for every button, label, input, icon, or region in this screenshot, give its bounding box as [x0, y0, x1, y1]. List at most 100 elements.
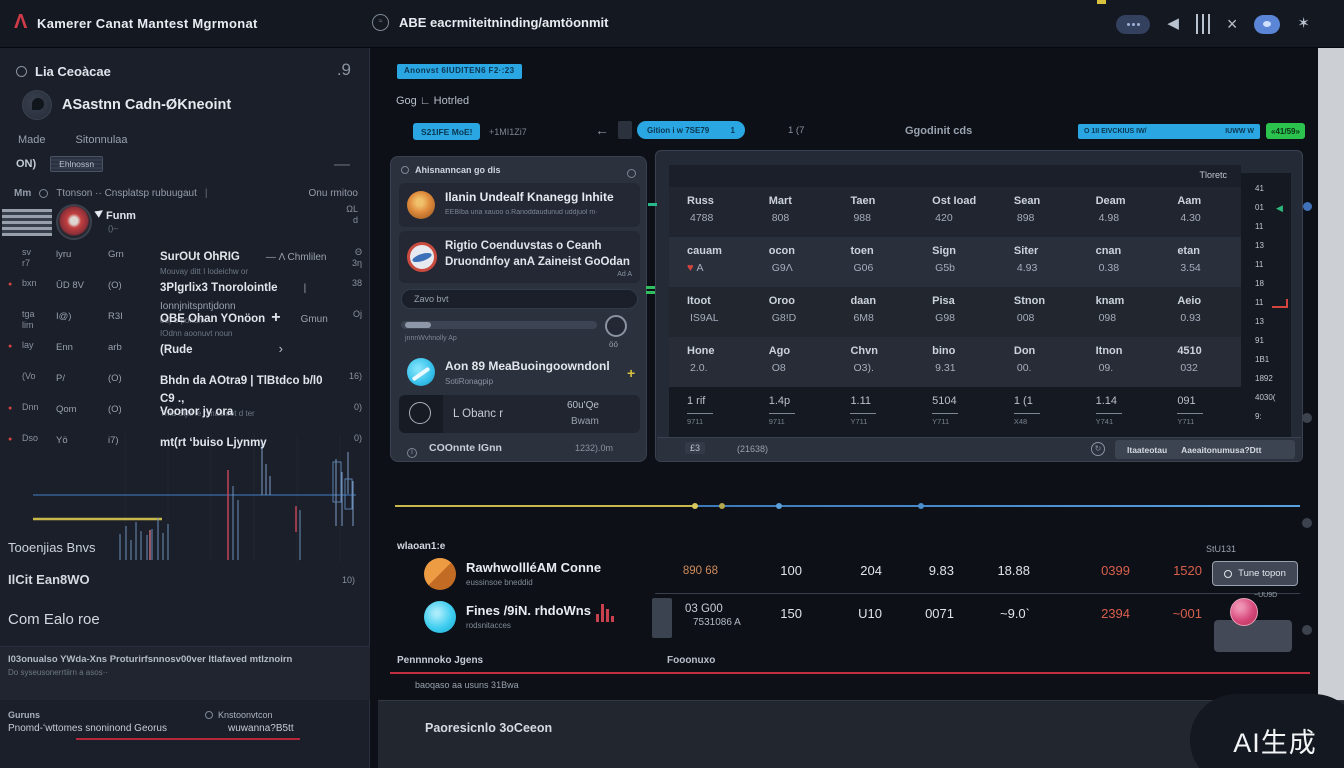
stat-cell: Oroo G8!D [768, 295, 797, 324]
slider-thumb[interactable] [405, 322, 431, 328]
unread-dot-icon: ● [8, 281, 13, 288]
table-row[interactable]: cauam ♥ A ocon G9Λ toen G06 Sign G5b Siter 4.93 cna… [669, 237, 1241, 287]
plus-icon[interactable]: + [271, 309, 281, 326]
coin-row[interactable]: Fines /9iN. rhdoWns rodsnitacces 03 G00 … [390, 592, 1310, 652]
row-icon-a: I@) [56, 311, 72, 322]
record-count: (21638) [737, 444, 769, 454]
footer-link-right[interactable]: wuwanna?B5tt [228, 723, 294, 734]
filter-chip[interactable]: Ehlnossn [50, 156, 104, 172]
columns-icon[interactable] [1195, 14, 1210, 34]
stat-cell: cauam ♥ A [687, 245, 722, 274]
sidebar-list-item[interactable]: tga lim I@) R3I OBE Ohan YOnöon + Gmun IOdn… [0, 306, 370, 338]
coin-avatar-cyan-icon [424, 601, 456, 633]
row-gutter-label: tga lim [22, 309, 35, 330]
table-row[interactable]: Itoot IS9AL Oroo G8!D daan 6M8 Pisa G98 Stnon 008… [669, 287, 1241, 337]
progress-bar-button[interactable]: O 1II EIVCKIUS IW/IUWW W [1078, 124, 1260, 139]
footer-button-2[interactable]: Aaeaitonumusa?Dtt [1181, 444, 1262, 455]
back-icon[interactable]: ◀ [1167, 15, 1179, 32]
alert-circle-button[interactable] [1230, 598, 1258, 626]
search-input[interactable]: Zavo bvt [401, 289, 638, 309]
stat-cell: Aam 4.30 [1177, 195, 1202, 224]
side-panel [1214, 620, 1292, 652]
refresh-icon[interactable]: ↻ [1091, 442, 1105, 456]
stat-cell-totals: 1 rif 9711 [669, 387, 751, 437]
confirm-button[interactable]: «41/59» [1266, 123, 1305, 139]
sidebar-list-item[interactable]: ● bxn ŪD 8V (O) 3Plgrlix3 Tnorolointle | … [0, 275, 370, 325]
page-indicator[interactable]: £3 [685, 442, 706, 454]
sidebar-list-item[interactable]: ● lay Enn arb (Rude › [0, 337, 370, 368]
sparkle-icon[interactable]: ✶ [1297, 15, 1310, 32]
trade-action-button[interactable]: Tune topon [1212, 561, 1298, 586]
sidebar-list-item[interactable]: (Vo P/ (O) Bhdn da AOtra9 | TlBtdco b/l0… [0, 368, 370, 418]
row-body: Voonor jy ora [160, 402, 332, 422]
globe-pill-icon[interactable] [1116, 14, 1151, 34]
watch-item[interactable]: Ilanin Undealf Knanegg Inhite EEBIba una… [399, 183, 640, 227]
item-value-top: 60u'Qe [567, 400, 599, 411]
depth-value: 01 [1255, 203, 1264, 212]
avatar[interactable] [22, 90, 52, 120]
tab-made[interactable]: Made [18, 134, 46, 146]
sidebar-list-item[interactable]: ● Dso Yö i7) mt(rt ʻbuiso Ljynmy 0) [0, 430, 370, 461]
footer-button-group: Itaateotau Aaeaitonumusa?Dtt [1115, 440, 1295, 459]
item-title: Aon 89 MeaBuoingoowndonl [445, 359, 610, 373]
table-row[interactable]: 1 rif 9711 1.4p 9711 1.11 Y711 5104 Y711 1 (1 X48… [669, 387, 1241, 437]
stat-cell-totals: 5104 Y711 [932, 395, 959, 426]
item-subtitle: EEBIba una xauoo o.Ranoddaudunud uddjuol… [445, 209, 598, 216]
footer-label-right-small: Knstoonvtcon [205, 710, 273, 720]
row-icon-a: Yö [56, 435, 68, 446]
watch-item[interactable]: Aon 89 MeaBuoingoowndonl SotiRonagpip [399, 353, 640, 393]
globe-icon [39, 189, 49, 198]
copyright-circle-icon: I [407, 448, 417, 458]
timeline-marker[interactable] [918, 503, 924, 509]
watch-header: Ahisnanncan go dis [401, 165, 501, 175]
unread-dot-icon: ● [8, 343, 13, 350]
info-circle-icon [205, 711, 213, 719]
timeline-marker[interactable] [719, 503, 725, 509]
chevron-right-icon[interactable]: › [278, 341, 283, 356]
scrollbar-dot-blue[interactable] [1303, 202, 1312, 211]
table-row[interactable]: Russ 4788 Mart 808 Taen 988 Ost Ioad 420 Sean 898… [669, 187, 1241, 237]
collapse-dash-icon[interactable]: — [334, 156, 350, 173]
unread-dot-icon [8, 371, 22, 374]
app-title: Kamerer Canat Mantest Mgrmonat [37, 16, 258, 31]
stat-cell-totals: 1.14 Y741 [1078, 387, 1160, 437]
sidebar-list-item-active[interactable]: ▶ Funm ()– ΩL d [0, 202, 370, 244]
row-icon-a: lyru [56, 249, 72, 260]
primary-action-button[interactable]: S21IFE MoE! [413, 123, 481, 140]
order-depth-column[interactable]: 41 01 11 13 11 18 11 13 91 1B1 1892 4030(9: [1241, 173, 1291, 437]
scrollbar-dot[interactable] [1302, 625, 1312, 635]
timeline-marker[interactable] [692, 503, 698, 509]
watch-item[interactable]: Rigtio Coenduvstas o Ceanh Druondnfoy an… [399, 231, 640, 283]
sidebar-list-item[interactable]: ● Dnn Qom (O) Voonor jy ora 0) [0, 399, 370, 430]
item-title-line2: Druondnfoy anA Zaineist GoOdan [445, 256, 630, 268]
back-arrow-icon[interactable]: ← [595, 122, 609, 138]
circle-button[interactable] [605, 315, 627, 337]
table-row[interactable]: Hone 2.0. Ago O8 Chvn O3). bino 9.31 Don 00. Itnon… [669, 337, 1241, 387]
red-underline [76, 738, 300, 740]
meta-right[interactable]: Onu rmitoo [308, 188, 358, 199]
row-icon-b: Grn [108, 249, 124, 260]
panel-options-icon[interactable] [627, 165, 636, 183]
add-icon[interactable]: + [627, 365, 636, 381]
row-title: Funm [106, 210, 136, 222]
stat-cell: etan 3.54 [1177, 245, 1201, 274]
toolbar-mini-box[interactable] [618, 121, 632, 139]
status-badge[interactable]: Anonvst 6IUDITEN6 F2·:23 [397, 64, 522, 79]
timeline-marker[interactable] [776, 503, 782, 509]
close-icon[interactable]: × [1226, 14, 1238, 34]
watch-item[interactable]: L Obanc r 60u'Qe Bwam [399, 395, 640, 433]
footer-button-1[interactable]: Itaateotau [1127, 444, 1168, 455]
tab-sitonnulaa[interactable]: Sitonnulaa [75, 134, 128, 146]
record-button[interactable] [1254, 14, 1281, 34]
scrollbar-dot[interactable] [1302, 413, 1312, 423]
cell-value-negative: 2394 [1101, 606, 1130, 621]
watch-item[interactable]: I COOnnte IGnn 1232).0m [407, 441, 632, 459]
badge-circle-icon: ≈ [372, 14, 389, 31]
secondary-action-button[interactable]: Gition i w 7SE79 1 [637, 121, 745, 139]
value-slider[interactable] [401, 321, 597, 329]
footer-link-left[interactable]: Pnomd-ʻwttomes snoninond Georus [8, 723, 167, 734]
timeline-scrubber[interactable] [395, 500, 1300, 512]
coin-row[interactable]: RawhwollléAM Conne eussinsoe bneddid 890… [390, 556, 1310, 594]
sidebar-list-item[interactable]: sv r7 lyru Grn SurOUt OhRIG — Λ Chmlilen M… [0, 244, 370, 276]
scrollbar-dot[interactable] [1302, 518, 1312, 528]
